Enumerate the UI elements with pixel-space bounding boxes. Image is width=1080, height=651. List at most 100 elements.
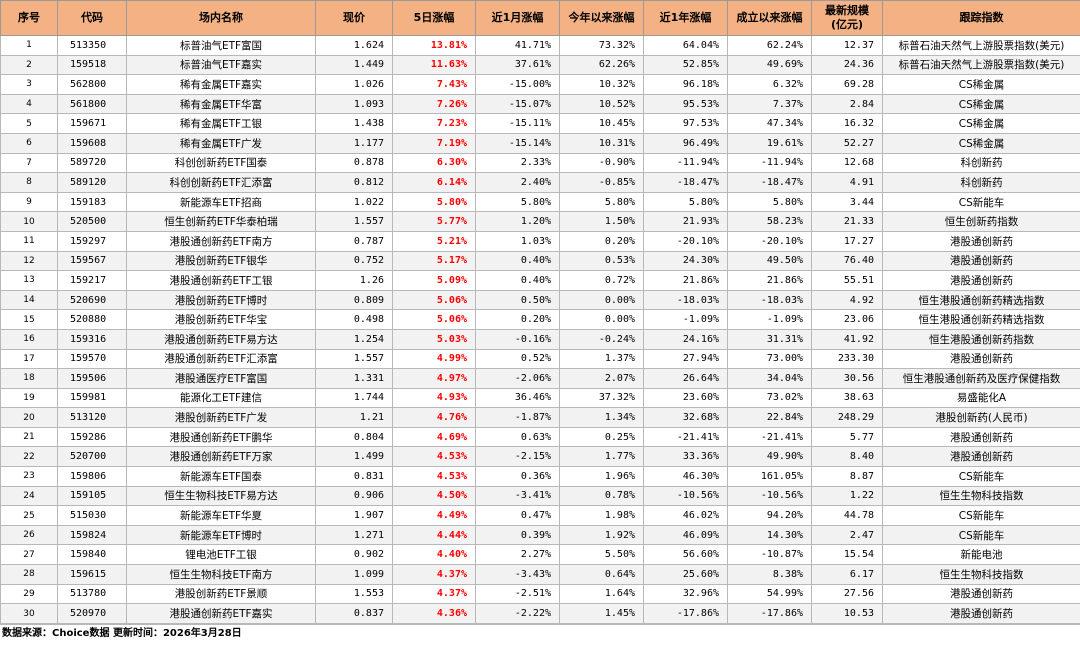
price: 0.804: [315, 426, 393, 448]
aum: 5.77: [811, 426, 883, 448]
change-ytd: 10.52%: [559, 93, 644, 115]
change-1month: 0.36%: [475, 466, 560, 487]
change-ytd: 1.37%: [559, 348, 644, 370]
change-5day: 4.53%: [392, 466, 476, 487]
table-row: 24 159105 恒生生物科技ETF易方达 0.906 4.50% -3.41% 0.78…: [0, 485, 1080, 507]
change-5day: 5.06%: [392, 309, 476, 330]
row-index: 19: [0, 387, 58, 409]
row-index: 16: [0, 328, 58, 350]
change-5day: 7.23%: [392, 113, 476, 134]
change-since-inception: 73.02%: [727, 387, 812, 409]
tracking-index: 恒生创新药指数: [882, 211, 1080, 232]
price: 0.831: [315, 466, 393, 487]
table-row: 8 589120 科创创新药ETF汇添富 0.812 6.14% 2.40% -0.85% -…: [0, 172, 1080, 193]
aum: 16.32: [811, 113, 883, 134]
tracking-index: CS新能车: [882, 524, 1080, 546]
aum: 12.68: [811, 152, 883, 174]
change-ytd: 1.77%: [559, 446, 644, 468]
change-1year: 52.85%: [643, 54, 728, 76]
aum: 44.78: [811, 505, 883, 526]
price: 1.907: [315, 505, 393, 526]
change-1year: 24.16%: [643, 328, 728, 350]
price: 1.624: [315, 35, 393, 56]
change-1year: 96.49%: [643, 132, 728, 154]
header-code: 代码: [57, 0, 127, 36]
fund-code: 159316: [57, 328, 127, 350]
tracking-index: 恒生港股通创新药精选指数: [882, 289, 1080, 311]
change-1year: 5.80%: [643, 191, 728, 213]
change-1year: -18.03%: [643, 289, 728, 311]
change-1month: 2.27%: [475, 544, 560, 566]
tracking-index: 恒生港股通创新药及医疗保健指数: [882, 368, 1080, 389]
table-body: 1 513350 标普油气ETF富国 1.624 13.81% 41.71% 73.32% 6…: [0, 35, 1080, 624]
change-1month: 37.61%: [475, 54, 560, 76]
fund-name: 港股通创新药ETF万家: [126, 446, 316, 468]
aum: 27.56: [811, 583, 883, 605]
table-row: 16 159316 港股通创新药ETF易方达 1.254 5.03% -0.16% -0.2…: [0, 328, 1080, 350]
row-index: 3: [0, 74, 58, 95]
fund-name: 科创创新药ETF汇添富: [126, 172, 316, 193]
change-ytd: 10.32%: [559, 74, 644, 95]
fund-code: 159297: [57, 230, 127, 252]
row-index: 17: [0, 348, 58, 370]
aum: 17.27: [811, 230, 883, 252]
change-since-inception: 22.84%: [727, 407, 812, 428]
tracking-index: 港股通创新药: [882, 583, 1080, 605]
row-index: 5: [0, 113, 58, 134]
tracking-index: 港股通创新药: [882, 348, 1080, 370]
change-5day: 5.21%: [392, 230, 476, 252]
change-5day: 11.63%: [392, 54, 476, 76]
aum: 30.56: [811, 368, 883, 389]
change-since-inception: -10.87%: [727, 544, 812, 566]
change-5day: 4.37%: [392, 564, 476, 585]
row-index: 25: [0, 505, 58, 526]
change-5day: 5.06%: [392, 289, 476, 311]
header-price: 现价: [315, 0, 393, 36]
change-1year: 97.53%: [643, 113, 728, 134]
change-1year: 21.86%: [643, 270, 728, 291]
change-1year: 46.30%: [643, 466, 728, 487]
price: 1.557: [315, 348, 393, 370]
row-index: 1: [0, 35, 58, 56]
table-row: 27 159840 锂电池ETF工银 0.902 4.40% 2.27% 5.50% 56.6…: [0, 544, 1080, 566]
price: 1.26: [315, 270, 393, 291]
change-1year: -21.41%: [643, 426, 728, 448]
change-ytd: 0.64%: [559, 564, 644, 585]
price: 1.099: [315, 564, 393, 585]
tracking-index: CS稀金属: [882, 132, 1080, 154]
table-row: 1 513350 标普油气ETF富国 1.624 13.81% 41.71% 73.32% 6…: [0, 35, 1080, 56]
tracking-index: 新能电池: [882, 544, 1080, 566]
fund-code: 589120: [57, 172, 127, 193]
change-ytd: -0.24%: [559, 328, 644, 350]
row-index: 7: [0, 152, 58, 174]
change-5day: 4.40%: [392, 544, 476, 566]
change-ytd: -0.85%: [559, 172, 644, 193]
price: 0.752: [315, 250, 393, 272]
fund-name: 稀有金属ETF嘉实: [126, 74, 316, 95]
fund-code: 159570: [57, 348, 127, 370]
change-1month: 0.47%: [475, 505, 560, 526]
header-name: 场内名称: [126, 0, 316, 36]
header-ytd-change: 今年以来涨幅: [559, 0, 644, 36]
change-ytd: 0.78%: [559, 485, 644, 507]
change-1month: 0.52%: [475, 348, 560, 370]
change-1month: -3.41%: [475, 485, 560, 507]
change-5day: 5.77%: [392, 211, 476, 232]
change-5day: 4.69%: [392, 426, 476, 448]
change-5day: 6.14%: [392, 172, 476, 193]
change-5day: 4.93%: [392, 387, 476, 409]
change-ytd: 0.53%: [559, 250, 644, 272]
price: 1.449: [315, 54, 393, 76]
change-since-inception: 31.31%: [727, 328, 812, 350]
change-since-inception: -20.10%: [727, 230, 812, 252]
tracking-index: 恒生生物科技指数: [882, 564, 1080, 585]
change-1year: 95.53%: [643, 93, 728, 115]
change-5day: 4.76%: [392, 407, 476, 428]
change-1year: -1.09%: [643, 309, 728, 330]
change-1month: 1.20%: [475, 211, 560, 232]
change-5day: 6.30%: [392, 152, 476, 174]
change-ytd: 10.31%: [559, 132, 644, 154]
aum: 76.40: [811, 250, 883, 272]
fund-name: 稀有金属ETF华富: [126, 93, 316, 115]
aum: 233.30: [811, 348, 883, 370]
